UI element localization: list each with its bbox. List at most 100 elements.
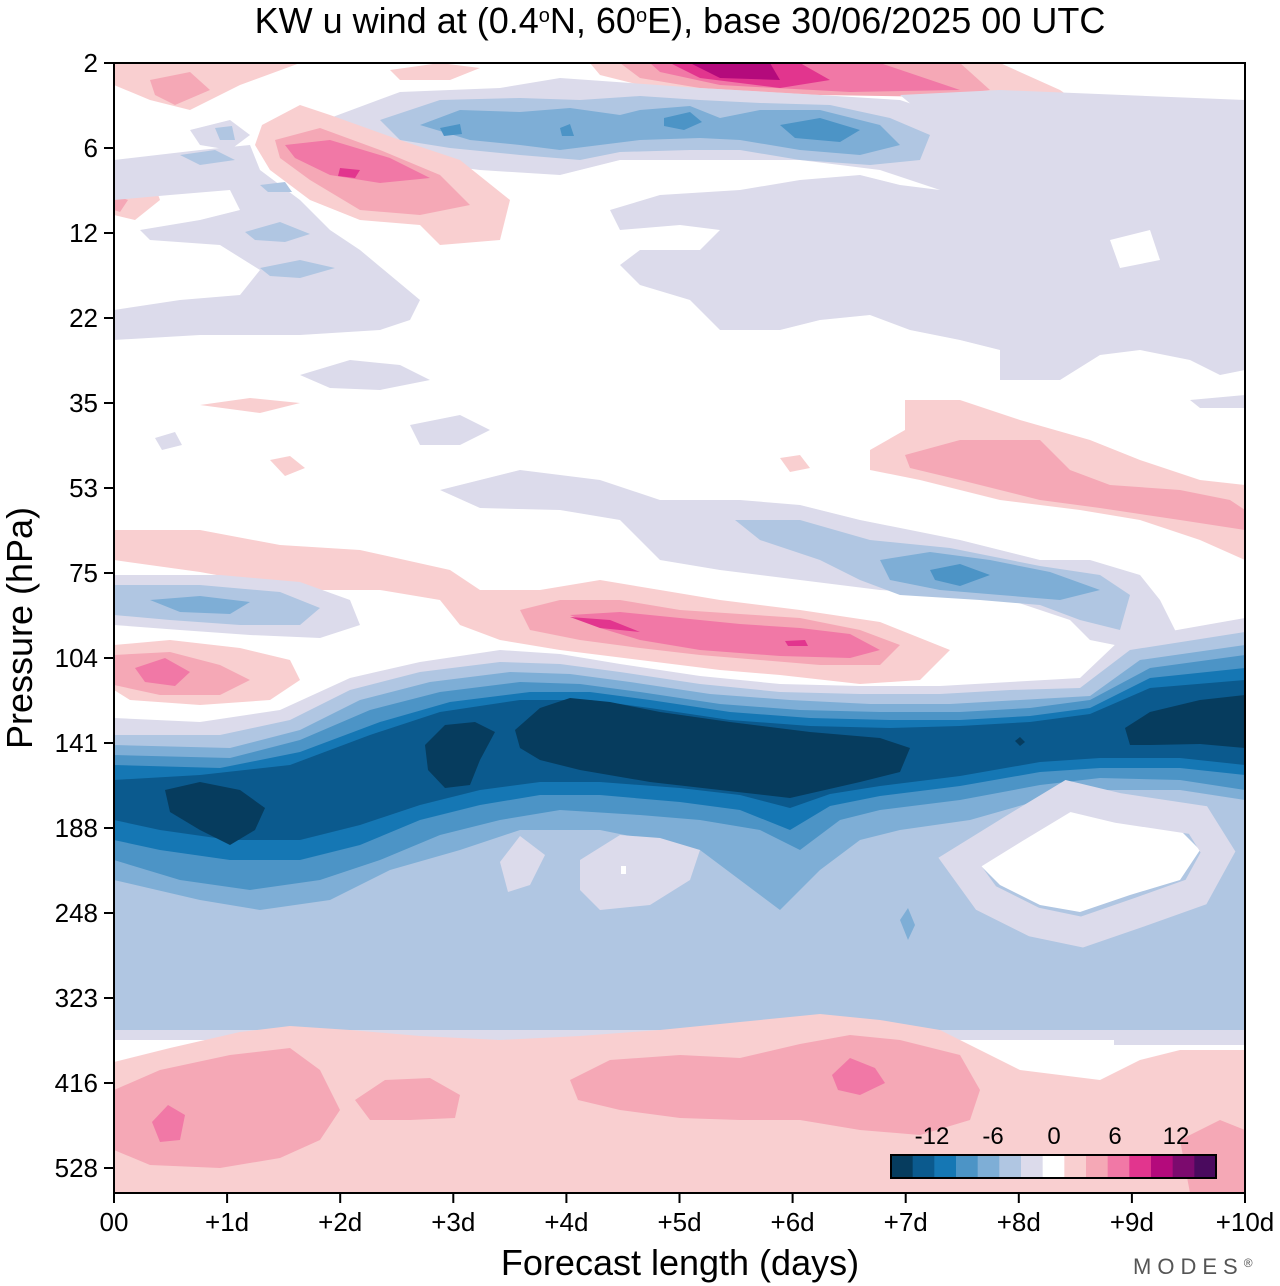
- hole-210hpa-center-dot: [621, 866, 626, 874]
- spot-90hpa-core: [570, 617, 640, 632]
- spot-right-12hpa-white: [1110, 230, 1160, 268]
- colorbar-label: 0: [1047, 1123, 1060, 1150]
- spot-50hpa-left: [270, 456, 305, 476]
- jet-core-dot: [1015, 737, 1025, 746]
- colorbar-cell: [1086, 1155, 1109, 1178]
- spot-left-6hpa-b: [215, 126, 235, 140]
- y-tick-label: 22: [69, 303, 98, 333]
- y-tick-label: 416: [55, 1068, 98, 1098]
- spot-90hpa-core-b: [785, 640, 808, 646]
- colorbar-cell: [956, 1155, 979, 1178]
- spot-5hpa-core-a: [440, 124, 462, 136]
- x-tick-label: +10d: [1216, 1207, 1275, 1237]
- y-tick-label: 35: [69, 388, 98, 418]
- spot-low-center-strong: [832, 1058, 885, 1095]
- jet-core-left: [165, 782, 265, 845]
- x-tick-label: +7d: [884, 1207, 928, 1237]
- colorbar-cell: [977, 1155, 1000, 1178]
- colorbar-cell: [1021, 1155, 1044, 1178]
- colorbar-cell: [1172, 1155, 1195, 1178]
- colorbar-cell: [1151, 1155, 1174, 1178]
- y-tick-label: 53: [69, 473, 98, 503]
- colorbar-cell: [1064, 1155, 1087, 1178]
- band-5hpa-easterly-strong: [420, 106, 900, 155]
- colorbar-cell: [934, 1155, 957, 1178]
- colorbar-label: 6: [1108, 1123, 1121, 1150]
- band-90hpa-westerly-strong: [570, 612, 880, 658]
- colorbar: -12 -6 0 6 12: [890, 1123, 1217, 1179]
- hole-200hpa-right-ring: [938, 779, 1236, 948]
- x-tick-label: +2d: [318, 1207, 362, 1237]
- hole-210hpa-center: [580, 835, 700, 910]
- colorbar-label: 12: [1163, 1123, 1190, 1150]
- y-tick-label: 75: [69, 558, 98, 588]
- y-tick-label: 104: [55, 643, 98, 673]
- spot-left-42hpa-b: [155, 432, 182, 450]
- y-tick-label: 528: [55, 1153, 98, 1183]
- colorbar-frame: [890, 1154, 1217, 1179]
- colorbar-cell: [1194, 1155, 1217, 1178]
- spot-35hpa-left: [200, 398, 300, 413]
- spot-top-left-mid: [150, 72, 210, 105]
- band-45hpa-westerly-mid: [905, 440, 1245, 530]
- spot-small-35hpa: [1190, 395, 1245, 408]
- x-tick-label: +3d: [431, 1207, 475, 1237]
- spot-low-center-left: [355, 1078, 460, 1120]
- y-tick-label: 141: [55, 728, 98, 758]
- x-axis-label: Forecast length (days): [501, 1242, 859, 1283]
- band-110hpa-westerly-strong: [135, 658, 190, 686]
- x-tick-label: +4d: [544, 1207, 588, 1237]
- jet-core-right: [1125, 695, 1245, 748]
- x-tick-label: +1d: [205, 1207, 249, 1237]
- spot-5hpa-core-c: [780, 118, 860, 142]
- brand-logo: MODES®: [1133, 1254, 1253, 1279]
- band-top-left-westerly: [114, 63, 300, 110]
- spot-left-6hpa-c: [180, 150, 235, 165]
- y-tick-label: 248: [55, 898, 98, 928]
- chart-title: KW u wind at (0.4oN, 60oE), base 30/06/2…: [255, 0, 1106, 41]
- x-tick-label: 00: [100, 1207, 129, 1237]
- x-tick-label: +6d: [771, 1207, 815, 1237]
- spot-8hpa-core: [338, 168, 360, 178]
- jet-core-center-a: [425, 722, 495, 788]
- x-axis: 00 +1d +2d +3d +4d +5d +6d +7d +8d +9d +10d: [100, 1193, 1275, 1237]
- x-tick-label: +8d: [997, 1207, 1041, 1237]
- y-tick-label: 12: [69, 218, 98, 248]
- spot-top-center: [390, 63, 480, 80]
- colorbar-cell: [891, 1155, 914, 1178]
- colorbar-cells: [891, 1155, 1217, 1178]
- band-60hpa-easterly-light: [440, 470, 1180, 650]
- y-axis: 2 6 12 22 35 53 75 104 141 188 248 323 416 528: [55, 48, 114, 1183]
- contour-field: [114, 63, 1245, 1193]
- y-tick-label: 6: [84, 133, 98, 163]
- spot-left-40hpa: [410, 415, 490, 445]
- band-right-easterly-light: [610, 90, 1245, 380]
- colorbar-label: -6: [982, 1123, 1003, 1150]
- jet-core-center-b: [515, 698, 910, 798]
- spot-50hpa-mid: [780, 455, 810, 472]
- colorbar-cell: [1107, 1155, 1130, 1178]
- spot-260hpa-strong: [900, 908, 915, 940]
- colorbar-cell: [1129, 1155, 1152, 1178]
- spot-left-9hpa: [260, 182, 292, 192]
- y-tick-label: 2: [84, 48, 98, 78]
- band-12hpa-easterly-light-left: [114, 145, 420, 340]
- y-tick-label: 323: [55, 983, 98, 1013]
- band-8hpa-westerly-strong: [285, 140, 430, 183]
- colorbar-cell: [999, 1155, 1022, 1178]
- spot-85hpa-strong-left: [150, 596, 250, 614]
- spot-75hpa-core: [930, 564, 990, 586]
- x-tick-label: +9d: [1110, 1207, 1154, 1237]
- spot-left-28hpa: [300, 360, 430, 390]
- spot-left-15hpa-mid: [260, 260, 335, 278]
- spot-low-left-strong: [152, 1105, 185, 1142]
- band-low-center-mid: [570, 1035, 980, 1135]
- hole-210hpa-center-b: [500, 836, 545, 892]
- x-tick-label: +5d: [657, 1207, 701, 1237]
- colorbar-label: -12: [915, 1123, 950, 1150]
- colorbar-cell: [912, 1155, 935, 1178]
- colorbar-cell: [1042, 1155, 1065, 1178]
- spot-left-12hpa-mid: [245, 222, 310, 242]
- y-axis-label: Pressure (hPa): [0, 507, 40, 749]
